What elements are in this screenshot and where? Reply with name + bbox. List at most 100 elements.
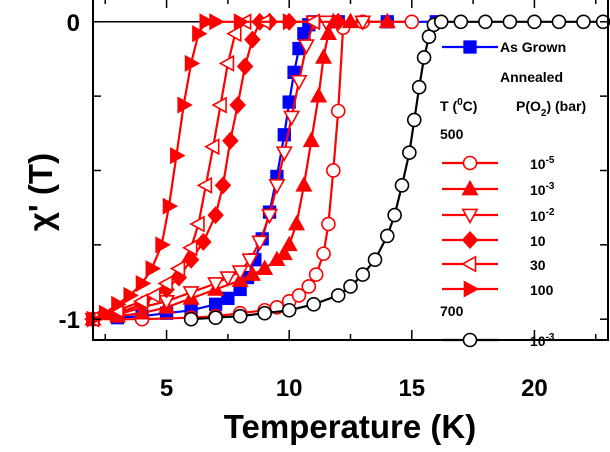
data-point	[233, 13, 250, 31]
legend-item: 100	[442, 280, 554, 298]
data-point	[268, 179, 286, 195]
data-point	[155, 236, 171, 254]
data-point	[275, 244, 293, 261]
data-point	[310, 87, 328, 103]
data-point	[277, 128, 291, 142]
legend-value: 10-3	[530, 332, 555, 349]
data-point	[170, 147, 186, 165]
data-point	[576, 14, 591, 30]
data-point	[232, 308, 248, 324]
y-axis-title: χ' (T)	[22, 153, 59, 231]
legend-marker	[463, 40, 477, 54]
data-point	[261, 208, 279, 225]
data-point	[421, 29, 437, 44]
data-point	[288, 214, 306, 231]
data-point	[98, 304, 115, 322]
legend-item: 30	[442, 255, 546, 273]
data-point	[355, 267, 371, 282]
legend-temperature-header: T (0C)	[440, 97, 477, 114]
x-tick-label: 20	[521, 375, 548, 402]
data-point	[241, 253, 259, 269]
data-point	[283, 110, 301, 127]
data-point	[551, 14, 567, 30]
legend-group-500: 500	[440, 126, 464, 142]
data-point	[177, 96, 193, 114]
legend-value: 10	[530, 233, 546, 249]
data-point	[204, 138, 220, 156]
data-point	[275, 146, 293, 162]
legend-item: 10	[442, 231, 546, 249]
legend-value: 10-2	[530, 207, 555, 224]
data-point	[181, 239, 198, 257]
data-point	[416, 50, 432, 65]
x-tick-label: 5	[160, 375, 173, 402]
data-point	[199, 13, 215, 31]
data-point	[411, 79, 427, 95]
legend-item: As Grown	[442, 39, 566, 55]
data-point	[404, 14, 420, 30]
data-point	[453, 14, 469, 30]
data-point	[433, 14, 449, 30]
data-point	[330, 103, 346, 119]
y-tick-label: -1	[59, 307, 80, 334]
data-point	[135, 274, 152, 292]
x-axis-title: Temperature (K)	[224, 408, 476, 445]
data-point	[219, 271, 237, 287]
data-point	[282, 13, 299, 31]
data-point	[218, 54, 235, 72]
data-point	[291, 288, 307, 303]
legend-marker	[461, 179, 479, 196]
data-point	[378, 12, 396, 29]
legend-marker	[461, 208, 479, 225]
data-point	[214, 176, 232, 195]
data-point	[157, 274, 173, 292]
data-point	[196, 176, 213, 194]
data-point	[183, 311, 199, 327]
data-point	[184, 54, 201, 72]
data-point	[316, 246, 331, 262]
legend-value: 30	[530, 257, 546, 273]
data-point	[330, 288, 346, 303]
data-point	[387, 207, 402, 223]
data-point	[162, 197, 179, 215]
data-point	[319, 24, 337, 41]
legend-annealed-heading: Annealed	[500, 69, 563, 85]
data-point	[123, 286, 139, 304]
series-7	[183, 14, 610, 327]
data-point	[226, 25, 242, 43]
data-point	[478, 14, 493, 30]
x-tick-label: 10	[276, 375, 303, 402]
legend-label: As Grown	[500, 39, 566, 55]
data-point	[379, 228, 395, 244]
legend-value: 10-5	[530, 155, 555, 172]
legend-pressure-header: P(O2) (bar)	[516, 98, 586, 119]
data-point	[281, 302, 297, 318]
data-point	[367, 252, 383, 268]
data-point	[527, 14, 542, 30]
data-point	[297, 39, 315, 55]
legend-item: 10-3	[442, 179, 555, 198]
data-point	[208, 310, 223, 325]
data-point	[145, 286, 161, 304]
data-point	[244, 30, 261, 49]
legend-marker	[462, 155, 478, 171]
data-point	[326, 163, 341, 178]
data-point	[132, 292, 149, 310]
data-point	[207, 206, 224, 225]
y-tick-label: 0	[67, 10, 80, 37]
data-point	[243, 265, 261, 281]
data-point	[354, 15, 372, 31]
data-point	[321, 216, 336, 232]
data-point	[195, 232, 212, 251]
data-point	[290, 74, 308, 91]
data-point	[222, 131, 239, 150]
data-point	[256, 259, 274, 275]
data-point	[236, 57, 254, 76]
legend-item: 10-5	[442, 155, 555, 172]
legend-marker	[463, 280, 480, 298]
data-point	[302, 131, 320, 148]
data-point	[406, 112, 422, 128]
data-point	[315, 48, 333, 64]
legend-item: 10-2	[442, 207, 555, 225]
data-point	[343, 279, 358, 294]
